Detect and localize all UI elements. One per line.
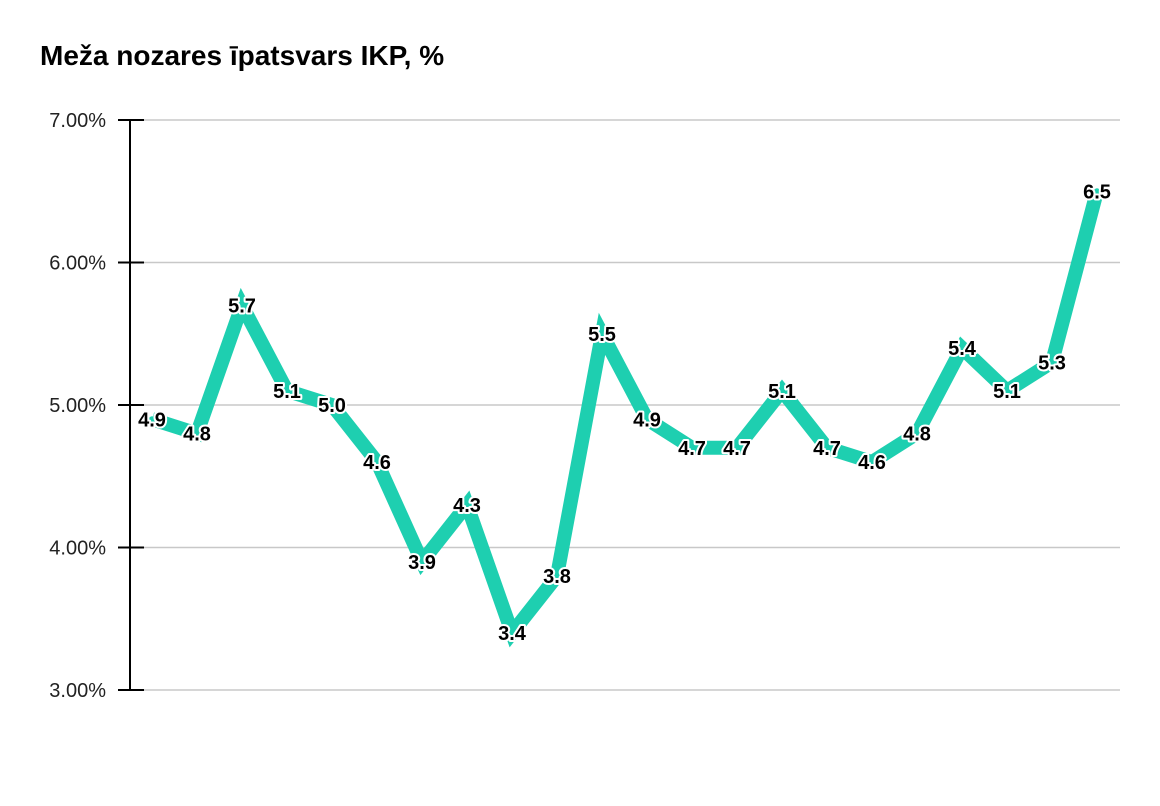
data-label: 5.7: [228, 295, 256, 317]
data-point: [419, 558, 425, 565]
series-polyline: [149, 189, 1104, 648]
data-label: 4.6: [858, 452, 886, 474]
data-point: [689, 444, 695, 451]
data-point: [284, 387, 290, 394]
y-axis: 3.00% 4.00% 5.00% 6.00% 7.00%: [49, 110, 144, 702]
data-point: [959, 345, 965, 351]
series-line: [149, 188, 1104, 648]
data-label: 5.0: [318, 395, 346, 417]
data-point: [149, 416, 155, 423]
data-point: [824, 444, 830, 451]
data-point: [599, 330, 605, 337]
data-point: [779, 387, 785, 394]
data-point: [644, 416, 650, 423]
data-point: [194, 430, 200, 437]
data-point: [869, 459, 875, 465]
data-label: 3.4: [498, 623, 527, 645]
y-tick-label: 3.00%: [49, 680, 106, 702]
data-label: 5.1: [273, 381, 301, 403]
data-point: [914, 430, 920, 437]
data-point: [1049, 359, 1055, 366]
data-label: 5.5: [588, 324, 616, 346]
data-label: 6.5: [1083, 181, 1111, 203]
data-label: 5.3: [1038, 352, 1066, 374]
data-label: 4.8: [183, 424, 211, 446]
y-tick-label: 7.00%: [49, 110, 106, 132]
data-label: 4.8: [903, 424, 931, 446]
data-label: 4.9: [138, 409, 166, 431]
data-label: 3.8: [543, 566, 571, 588]
data-point: [1094, 188, 1100, 195]
data-point: [1004, 387, 1010, 394]
data-label: 4.7: [723, 438, 751, 460]
data-point: [329, 402, 335, 408]
data-label: 4.6: [363, 452, 391, 474]
data-point: [374, 459, 380, 465]
y-tick-label: 4.00%: [49, 538, 106, 560]
data-label: 4.9: [633, 409, 661, 431]
y-tick-label: 6.00%: [49, 253, 106, 275]
data-point: [554, 573, 560, 579]
data-label: 5.4: [948, 338, 977, 360]
data-point: [509, 630, 515, 636]
y-tick-label: 5.00%: [49, 395, 106, 417]
data-labels: 4.9 4.8 5.7 5.1 5.0 4.6 3.9 4.3 3.4 3.8 5.5 4.9 4.7 4…: [136, 179, 1113, 647]
data-label: 4.3: [453, 495, 481, 517]
chart-title: Meža nozares īpatsvars IKP, %: [40, 40, 445, 71]
data-label: 3.9: [408, 552, 436, 574]
data-label: 4.7: [678, 438, 706, 460]
data-label: 5.1: [768, 381, 796, 403]
data-point: [464, 501, 470, 508]
data-label: 4.7: [813, 438, 841, 460]
data-label: 5.1: [993, 381, 1021, 403]
data-point: [239, 302, 245, 309]
data-point: [734, 444, 740, 451]
gridlines: [130, 119, 1120, 691]
